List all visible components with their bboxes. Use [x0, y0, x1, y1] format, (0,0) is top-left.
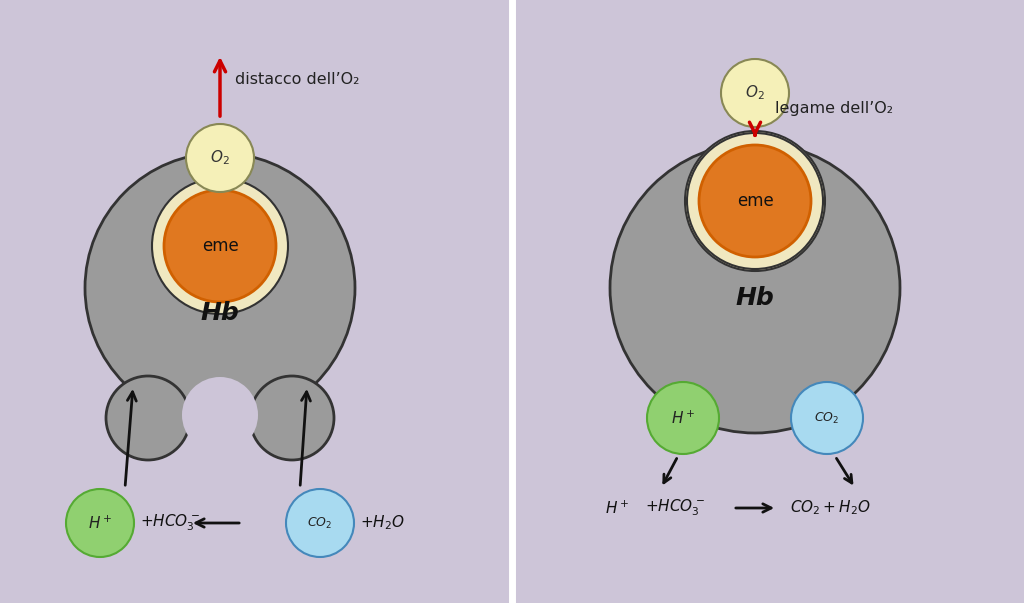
Circle shape [687, 133, 823, 269]
Circle shape [198, 403, 242, 447]
Text: $+ H_2O$: $+ H_2O$ [360, 514, 404, 532]
Circle shape [164, 190, 276, 302]
Text: $+ HCO_3^-$: $+ HCO_3^-$ [645, 497, 705, 518]
Circle shape [699, 145, 811, 257]
Circle shape [610, 143, 900, 433]
Text: $H^+$: $H^+$ [88, 514, 113, 532]
Circle shape [791, 382, 863, 454]
Text: $CO_2 + H_2O$: $CO_2 + H_2O$ [790, 499, 870, 517]
Circle shape [66, 489, 134, 557]
Text: eme: eme [202, 237, 239, 255]
Text: legame dell’O₂: legame dell’O₂ [775, 101, 893, 116]
Circle shape [85, 153, 355, 423]
Circle shape [721, 59, 790, 127]
Circle shape [152, 178, 288, 314]
Text: $+ HCO_3^-$: $+ HCO_3^-$ [140, 513, 200, 533]
Text: $CO_2$: $CO_2$ [814, 411, 840, 426]
Text: $O_2$: $O_2$ [745, 84, 765, 103]
Text: $O_2$: $O_2$ [210, 149, 229, 168]
Text: $H^+$: $H^+$ [671, 409, 695, 427]
Circle shape [286, 489, 354, 557]
Text: eme: eme [736, 192, 773, 210]
Text: Hb: Hb [201, 301, 240, 325]
Text: Hb: Hb [735, 286, 774, 310]
Circle shape [694, 130, 816, 252]
Text: distacco dell’O₂: distacco dell’O₂ [234, 72, 359, 86]
Circle shape [250, 376, 334, 460]
Text: $CO_2$: $CO_2$ [307, 516, 333, 531]
Circle shape [647, 382, 719, 454]
Circle shape [106, 376, 190, 460]
Circle shape [186, 124, 254, 192]
Circle shape [182, 377, 258, 453]
Circle shape [685, 131, 825, 271]
Text: $H^+$: $H^+$ [605, 499, 630, 517]
